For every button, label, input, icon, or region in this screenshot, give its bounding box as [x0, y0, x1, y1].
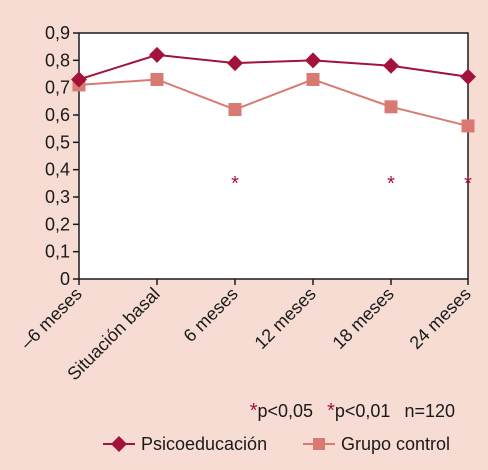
series-line-grupo-control: [78, 78, 469, 127]
y-tick-label: 0,8: [45, 50, 70, 70]
data-point-psicoeducacion: [149, 46, 165, 63]
series-line-psicoeducacion: [78, 53, 469, 81]
data-point-psicoeducacion: [383, 57, 399, 74]
y-tick-label: 0,3: [45, 187, 70, 207]
data-point-grupo-control: [150, 72, 164, 86]
data-point-grupo-control: [461, 119, 475, 133]
y-tick-label: 0,5: [45, 132, 70, 152]
y-tick-label: 0,9: [45, 23, 70, 43]
significance-asterisk: *: [231, 173, 239, 195]
legend-square-marker: [313, 438, 325, 450]
legend: Psicoeducación Grupo control: [103, 434, 450, 454]
y-tick-label: 0,4: [45, 160, 70, 180]
data-point-grupo-control: [228, 103, 242, 117]
significance-marks: * * *: [231, 173, 472, 195]
x-tick-label: 24 meses: [405, 284, 474, 353]
y-tick-label: 0,6: [45, 105, 70, 125]
legend-item-grupo-control: Grupo control: [303, 434, 450, 454]
significance-asterisk: *: [387, 173, 395, 195]
plot-area: [78, 32, 469, 280]
legend-label-psicoeducacion: Psicoeducación: [141, 434, 267, 454]
y-tick-label: 0,1: [45, 242, 70, 262]
series: [71, 46, 476, 133]
data-point-psicoeducacion: [71, 71, 87, 88]
data-point-grupo-control: [306, 72, 320, 86]
note-symbol-2: *: [327, 400, 335, 422]
legend-diamond-marker: [111, 436, 127, 452]
data-point-psicoeducacion: [460, 68, 476, 85]
data-point-grupo-control: [384, 100, 398, 114]
y-tick-label: 0,7: [45, 78, 70, 98]
legend-item-psicoeducacion: Psicoeducación: [103, 434, 267, 454]
significance-note: *p<0,05 *p<0,01 n=120: [250, 400, 455, 422]
note-n: n=120: [404, 401, 455, 421]
data-point-psicoeducacion: [227, 55, 243, 72]
note-text-1: p<0,05: [258, 401, 314, 421]
x-tick-label: 12 meses: [250, 284, 319, 353]
data-point-psicoeducacion: [305, 52, 321, 69]
note-text-2: p<0,01: [335, 401, 391, 421]
y-tick-label: 0: [60, 269, 70, 289]
legend-label-grupo-control: Grupo control: [341, 434, 450, 454]
significance-asterisk: *: [464, 173, 472, 195]
x-tick-label: –6 meses: [16, 284, 85, 353]
x-tick-label: 18 meses: [328, 284, 397, 353]
x-tick-label: 6 meses: [180, 284, 242, 346]
y-tick-label: 0,2: [45, 214, 70, 234]
note-symbol-1: *: [250, 400, 258, 422]
